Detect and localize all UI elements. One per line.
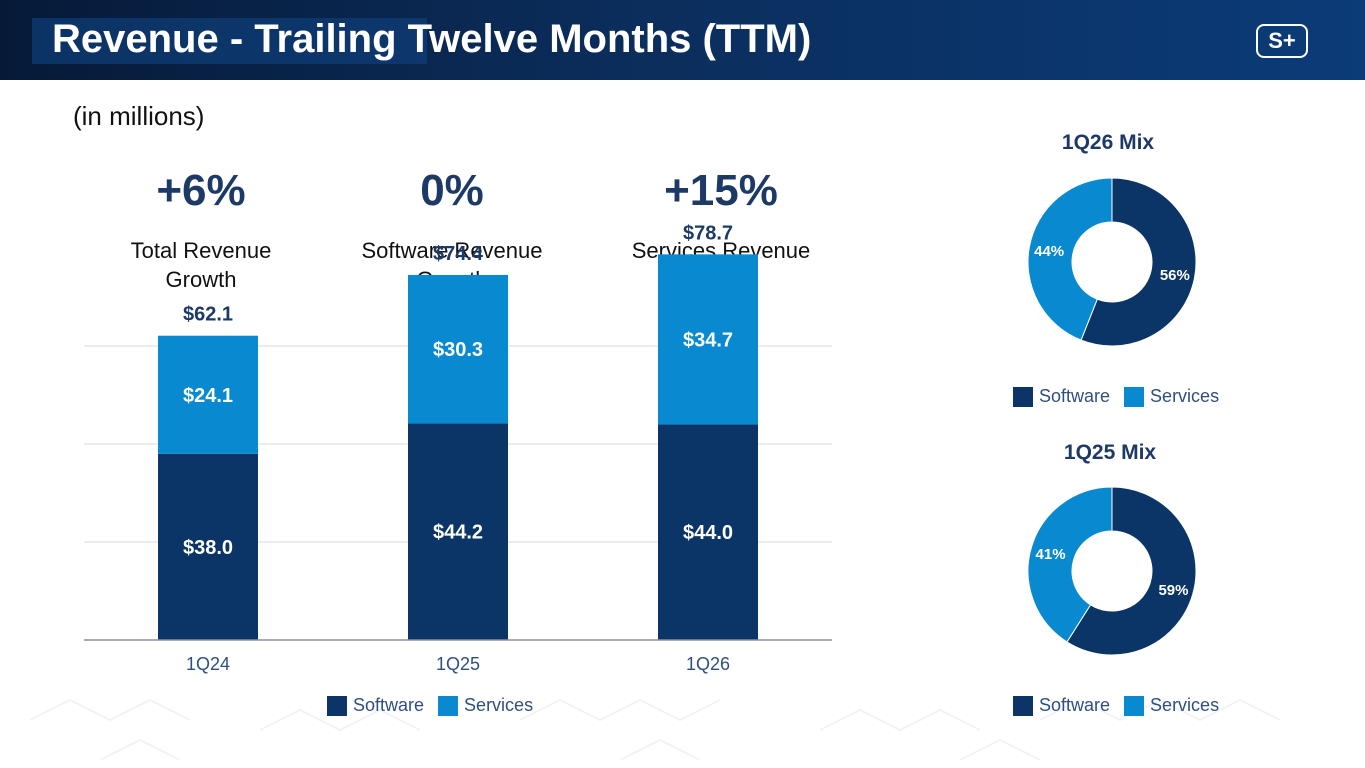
x-tick-label: 1Q25	[436, 654, 480, 674]
company-logo: S+	[1256, 24, 1308, 58]
data-label-services: $30.3	[433, 339, 483, 361]
bar-chart-legend: Software Services	[327, 695, 547, 716]
bar-software-1q24	[158, 453, 258, 640]
legend-swatch-software	[327, 695, 347, 716]
donut-value-label: 41%	[1036, 546, 1066, 563]
header-bar: Revenue - Trailing Twelve Months (TTM) S…	[0, 0, 1365, 80]
units-note: (in millions)	[73, 101, 205, 131]
kpi-label-line: Total Revenue	[130, 238, 272, 263]
kpi-label-line: Software Revenue	[361, 238, 543, 263]
data-label-software: $38.0	[183, 537, 233, 559]
donut-slice-software	[1066, 486, 1197, 656]
donut-chart-1q26-mix: 56% 44%	[1027, 177, 1197, 347]
data-label-total: $78.7	[683, 222, 733, 244]
bar-services-1q24	[158, 335, 258, 454]
legend-swatch-services	[1124, 695, 1145, 716]
data-label-total: $62.1	[183, 304, 233, 326]
kpi-value: +15%	[664, 166, 778, 215]
title-band	[32, 18, 427, 64]
page-title: Revenue - Trailing Twelve Months (TTM)	[52, 17, 812, 61]
legend-swatch-services	[1124, 386, 1145, 407]
legend-label-services: Services	[1150, 695, 1220, 715]
bar-services-1q26	[658, 254, 758, 425]
bar-software-1q25	[408, 423, 508, 640]
data-label-software: $44.0	[683, 522, 733, 544]
legend-swatch-software	[1013, 695, 1033, 716]
legend-swatch-services	[438, 695, 459, 716]
donut-value-label: 59%	[1158, 582, 1188, 599]
donut-slice-software	[1080, 177, 1197, 347]
donut-chart-1q25-mix: 59% 41%	[1027, 486, 1197, 656]
kpi-value: 0%	[420, 166, 484, 215]
bar-software-1q26	[658, 424, 758, 640]
hex-background-pattern	[29, 698, 1281, 761]
donut-1q26-title: 1Q26 Mix	[1061, 131, 1155, 154]
donut-1q26-legend: Software Services	[1013, 386, 1233, 407]
kpi-label-line: Growth	[165, 267, 237, 292]
legend-label-services: Services	[1150, 386, 1220, 406]
donut-1q25-legend: Software Services	[1013, 695, 1233, 716]
kpi-total-revenue-growth: +6% Total Revenue Growth	[81, 166, 321, 294]
x-tick-label: 1Q24	[186, 654, 230, 674]
legend-swatch-software	[1013, 386, 1033, 407]
donut-slice-services	[1027, 486, 1113, 643]
data-label-services: $24.1	[183, 385, 233, 407]
kpi-value: +6%	[156, 166, 246, 215]
data-label-services: $34.7	[683, 329, 733, 351]
revenue-stacked-bar-chart: $38.0 $24.1 $62.1 1Q24 $44.2 $30.3 $74.4 1Q25 $4…	[84, 222, 832, 674]
legend-label-services: Services	[464, 695, 534, 715]
donut-1q25-title: 1Q25 Mix	[1063, 441, 1157, 464]
bar-services-1q25	[408, 274, 508, 424]
legend-label-software: Software	[1039, 695, 1111, 715]
x-tick-label: 1Q26	[686, 654, 730, 674]
donut-value-label: 44%	[1034, 243, 1064, 260]
data-label-software: $44.2	[433, 522, 483, 544]
data-label-total: $74.4	[433, 243, 484, 265]
legend-label-software: Software	[1039, 386, 1111, 406]
legend-label-software: Software	[353, 695, 425, 715]
donut-slice-services	[1027, 177, 1113, 341]
donut-value-label: 56%	[1160, 267, 1190, 284]
kpi-label: Total Revenue Growth	[81, 236, 321, 294]
